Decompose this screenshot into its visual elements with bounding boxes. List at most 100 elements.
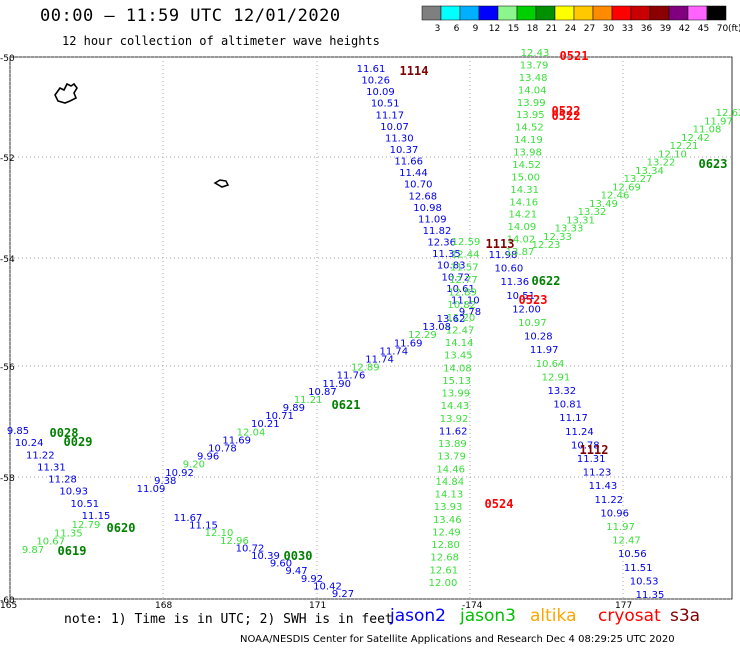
swh-value: 14.19 — [514, 135, 543, 146]
swh-value: 10.37 — [390, 145, 419, 156]
swh-value: 9.87 — [22, 545, 44, 556]
swh-value: 12.62 — [716, 108, 740, 119]
swh-value: 12.47 — [446, 325, 475, 336]
swh-value: 11.30 — [385, 133, 414, 144]
swh-value: 9.78 — [459, 307, 481, 318]
pass-time-label: 0028 — [50, 426, 79, 440]
colorbar-label: 27 — [584, 24, 595, 34]
lon-label: 171 — [309, 601, 326, 610]
swh-value: 11.74 — [365, 354, 394, 365]
swh-value: 12.04 — [237, 427, 266, 438]
swh-value: 11.15 — [189, 521, 218, 532]
swh-value: 11.23 — [583, 468, 612, 479]
swh-value: 11.57 — [450, 262, 479, 273]
swh-value: 11.66 — [394, 157, 423, 168]
satellite-jason3: jason3 — [460, 606, 516, 626]
swh-value: 13.99 — [517, 98, 546, 109]
colorbar-label: 45 — [698, 24, 709, 34]
footer-credit: NOAA/NESDIS Center for Satellite Applica… — [240, 634, 675, 645]
lon-label: 168 — [155, 601, 172, 610]
swh-value: 13.93 — [434, 502, 463, 513]
swh-value: 11.20 — [447, 313, 476, 324]
swh-value: 14.31 — [510, 185, 539, 196]
swh-value: 10.24 — [15, 438, 44, 449]
swh-value: 11.17 — [559, 413, 588, 424]
swh-value: 10.26 — [361, 76, 390, 87]
chart-subtitle: 12 hour collection of altimeter wave hei… — [62, 34, 380, 48]
note-text: note: 1) Time is in UTC; 2) SWH is in fe… — [64, 612, 393, 627]
swh-value: 10.39 — [251, 551, 280, 562]
colorbar-label: (ft) — [728, 24, 740, 34]
swh-value: 11.28 — [48, 475, 77, 486]
swh-value: 10.72 — [442, 272, 471, 283]
pass-time-label: 1113 — [486, 237, 515, 251]
swh-value: 9.60 — [270, 559, 292, 570]
swh-value: 10.60 — [495, 264, 524, 275]
swh-value: 15.13 — [442, 376, 471, 387]
colorbar-label: 42 — [679, 24, 690, 34]
lat-label: -50 — [0, 54, 15, 64]
swh-value: 11.90 — [322, 379, 351, 390]
swh-value: 11.69 — [222, 435, 251, 446]
satellite-cryosat: cryosat — [598, 606, 661, 626]
swh-value: 11.36 — [500, 277, 529, 288]
swh-value: 10.81 — [553, 400, 582, 411]
swh-value: 10.67 — [36, 537, 65, 548]
colorbar-label: 6 — [454, 24, 460, 34]
swh-value: 11.31 — [37, 462, 66, 473]
swh-value: 11.21 — [294, 395, 323, 406]
swh-value: 11.67 — [174, 513, 203, 524]
swh-value: 10.82 — [447, 300, 476, 311]
swh-value: 13.49 — [589, 199, 618, 210]
lon-label: -174 — [462, 601, 483, 610]
swh-value: 9.85 — [7, 426, 29, 437]
swh-value: 12.29 — [408, 330, 437, 341]
pass-time-label: 0620 — [107, 521, 136, 535]
colorbar-label: 3 — [435, 24, 441, 34]
colorbar-label: 33 — [622, 24, 633, 34]
swh-value: 9.96 — [197, 452, 219, 463]
swh-value: 12.23 — [532, 240, 561, 251]
swh-value: 13.34 — [635, 166, 664, 177]
swh-value: 9.20 — [183, 460, 205, 471]
swh-value: 10.51 — [506, 291, 535, 302]
swh-value: 11.76 — [337, 371, 366, 382]
island-outline — [213, 179, 230, 188]
swh-value: 10.21 — [251, 419, 280, 430]
swh-value: 13.62 — [437, 314, 466, 325]
swh-value: 10.96 — [600, 508, 629, 519]
swh-value: 13.08 — [422, 322, 451, 333]
satellite-jason2: jason2 — [390, 606, 446, 626]
swh-value: 11.35 — [636, 590, 665, 601]
swh-value: 14.08 — [443, 363, 472, 374]
swh-value: 12.61 — [430, 565, 459, 576]
colorbar-label: 36 — [641, 24, 653, 34]
swh-value: 13.87 — [506, 247, 535, 258]
swh-value: 11.17 — [376, 110, 405, 121]
swh-value: 11.31 — [577, 454, 606, 465]
lat-label: -56 — [0, 363, 15, 373]
swh-value: 13.95 — [516, 110, 545, 121]
swh-value: 9.27 — [332, 589, 354, 600]
pass-time-label: 0523 — [519, 293, 548, 307]
swh-value: 11.22 — [26, 450, 55, 461]
colorbar-label: 30 — [603, 24, 615, 34]
swh-value: 11.22 — [595, 495, 624, 506]
swh-value: 14.46 — [436, 464, 465, 475]
swh-value: 11.98 — [489, 250, 518, 261]
swh-value: 11.62 — [439, 426, 468, 437]
pass-time-label: 0524 — [485, 497, 514, 511]
swh-value: 10.56 — [618, 549, 647, 560]
swh-value: 10.51 — [371, 99, 400, 110]
swh-value: 10.70 — [404, 180, 433, 191]
swh-value: 9.47 — [285, 566, 307, 577]
swh-value: 12.69 — [612, 182, 641, 193]
swh-value: 14.13 — [435, 490, 464, 501]
swh-value: 10.92 — [165, 468, 194, 479]
lon-label: 177 — [615, 601, 632, 610]
satellite-s3a: s3a — [670, 606, 701, 626]
swh-value: 13.79 — [437, 452, 466, 463]
swh-value: 13.92 — [440, 414, 469, 425]
swh-value: 11.10 — [451, 295, 480, 306]
